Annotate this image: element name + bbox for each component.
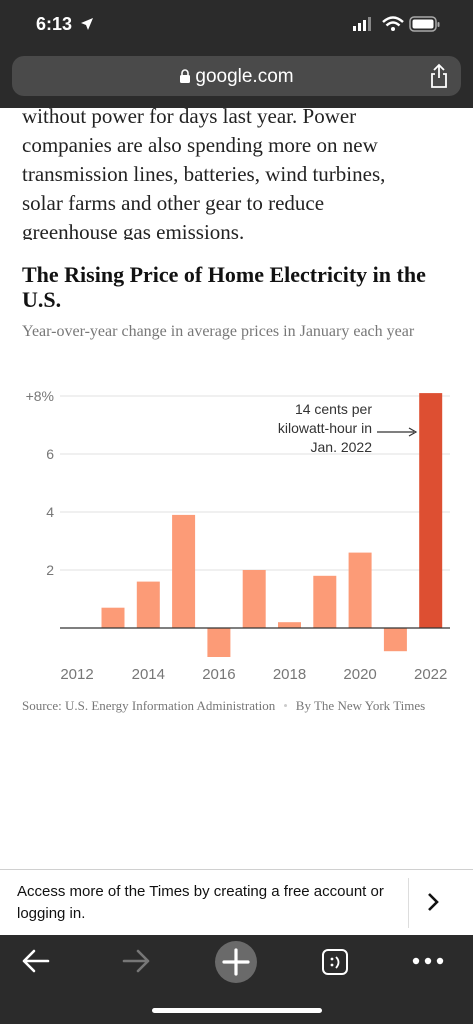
home-indicator [152,1008,322,1013]
bar-2013 [101,607,125,628]
y-tick-label: +8% [26,388,54,404]
banner-text[interactable]: Access more of the Times by creating a f… [17,883,384,922]
lock-icon [180,69,191,83]
bar-2016 [207,628,231,657]
url-display[interactable]: google.com [12,66,461,88]
bar-2014 [136,581,160,628]
share-icon[interactable] [429,63,449,89]
bar-2015 [172,514,196,628]
bar-2020 [348,552,372,628]
more-options-icon[interactable] [410,955,446,967]
x-tick-label: 2022 [414,666,447,683]
x-tick-label: 2016 [202,666,235,683]
address-bar[interactable]: google.com [12,56,461,96]
annotation-arrow-head [408,427,418,437]
status-bar: 6:13 [0,0,473,50]
location-arrow-icon [81,18,93,30]
y-tick-label: 2 [46,562,54,578]
source-text: Source: U.S. Energy Information Administ… [22,698,276,713]
byline: By The New York Times [295,698,426,713]
annotation-text: 14 cents per [295,401,372,417]
chart-title: The Rising Price of Home Electricity in … [22,262,426,312]
y-tick-label: 4 [46,504,54,520]
chevron-right-icon[interactable] [425,890,441,914]
banner-divider [408,878,409,928]
article-line: greenhouse gas emissions. [22,220,245,240]
bar-chart: +8% 6 4 2 2012 2014 2016 2018 2020 2022 14 cents p… [26,388,450,683]
x-tick-label: 2020 [343,666,376,683]
chart-source: Source: U.S. Energy Information Administ… [22,698,426,713]
article-line: companies are also spending more on new [22,133,378,157]
annotation-text: Jan. 2022 [311,439,373,455]
forward-arrow-icon[interactable] [120,947,152,975]
x-tick-label: 2012 [60,666,93,683]
tabs-icon[interactable] [320,947,350,977]
login-banner[interactable]: Access more of the Times by creating a f… [0,869,473,936]
x-tick-label: 2014 [132,666,165,683]
annotation-text: kilowatt-hour in [278,420,372,436]
signal-wifi-battery-icon [353,16,440,32]
y-tick-label: 6 [46,446,54,462]
bar-2018 [278,622,301,628]
url-text: google.com [195,66,294,87]
bar-2017 [242,570,266,628]
article-line: solar farms and other gear to reduce [22,191,325,215]
status-time: 6:13 [36,14,73,34]
article-line: transmission lines, batteries, wind turb… [22,162,386,186]
article-body: without power for days last year. Power … [22,102,452,240]
bar-2021 [383,628,407,652]
back-arrow-icon[interactable] [20,947,52,975]
bar-2019 [313,575,337,628]
chart-subtitle: Year-over-year change in average prices … [22,323,415,340]
article-line: without power for days last year. Power [22,104,357,128]
bar-2022 [419,393,443,628]
new-tab-plus-icon[interactable] [214,940,258,984]
browser-chrome: google.com [0,50,473,108]
status-icons [353,14,453,39]
x-tick-label: 2018 [273,666,306,683]
